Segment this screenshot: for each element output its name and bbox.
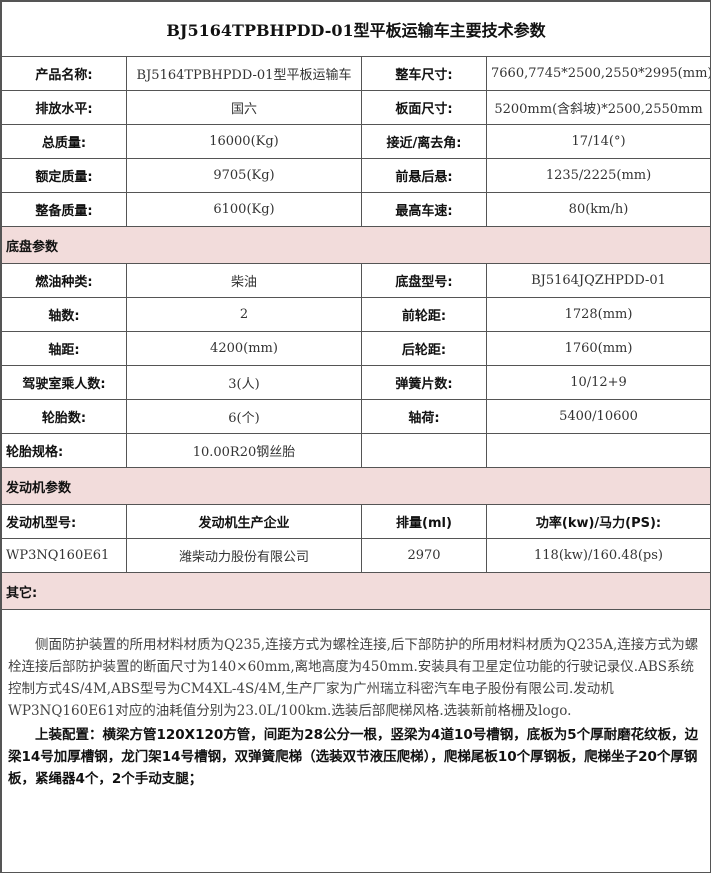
field-value: 17/14(°): [485, 124, 710, 159]
field-label: 弹簧片数:: [361, 365, 487, 400]
table-row: 燃油种类: 柴油 底盘型号: BJ5164JQZHPDD-01: [1, 263, 710, 298]
field-value: 柴油: [126, 263, 362, 298]
table-row: 整备质量: 6100(Kg) 最高车速: 80(km/h): [1, 192, 710, 227]
field-label: 产品名称:: [1, 56, 127, 91]
engine-value: 潍柴动力股份有限公司: [126, 538, 362, 573]
column-header: 发动机生产企业: [126, 504, 362, 539]
config-text: 上装配置：横梁方管120X120方管，间距为28公分一根，竖梁为4道10号槽钢，…: [8, 727, 699, 787]
empty-cell: [361, 433, 487, 468]
field-value: 1760(mm): [485, 331, 710, 366]
field-value: 6100(Kg): [126, 192, 362, 227]
column-header: 功率(kw)/马力(PS):: [485, 504, 710, 539]
engine-value: WP3NQ160E61: [1, 538, 127, 573]
notes-text: 侧面防护装置的所用材料材质为Q235,连接方式为螺栓连接,后下部防护的所用材料材…: [8, 637, 699, 719]
field-label: 轴数:: [1, 297, 127, 332]
section-chassis: 底盘参数: [1, 226, 710, 264]
field-value: 5400/10600: [485, 399, 710, 434]
field-label: 排放水平:: [1, 90, 127, 125]
table-row: 总质量: 16000(Kg) 接近/离去角: 17/14(°): [1, 124, 710, 159]
field-value: 3(人): [126, 365, 362, 400]
field-label: 总质量:: [1, 124, 127, 159]
field-value: 16000(Kg): [126, 124, 362, 159]
field-label: 额定质量:: [1, 158, 127, 193]
engine-value: 118(kw)/160.48(ps): [485, 538, 710, 573]
field-label: 整备质量:: [1, 192, 127, 227]
field-label: 燃油种类:: [1, 263, 127, 298]
field-label: 前轮距:: [361, 297, 487, 332]
field-value: 6(个): [126, 399, 362, 434]
field-label: 轮胎规格:: [1, 433, 127, 468]
table-row: 驾驶室乘人数: 3(人) 弹簧片数: 10/12+9: [1, 365, 710, 400]
field-label: 底盘型号:: [361, 263, 487, 298]
field-label: 整车尺寸:: [361, 56, 487, 91]
table-row: 轴数: 2 前轮距: 1728(mm): [1, 297, 710, 332]
field-value: 2: [126, 297, 362, 332]
field-label: 驾驶室乘人数:: [1, 365, 127, 400]
field-value: 10.00R20钢丝胎: [126, 433, 362, 468]
field-value: 1235/2225(mm): [485, 158, 710, 193]
field-value: 80(km/h): [485, 192, 710, 227]
field-label: 接近/离去角:: [361, 124, 487, 159]
engine-value: 2970: [361, 538, 487, 573]
field-value: BJ5164TPBHPDD-01型平板运输车: [126, 56, 362, 91]
field-value: 国六: [126, 90, 362, 125]
table-row: 额定质量: 9705(Kg) 前悬后悬: 1235/2225(mm): [1, 158, 710, 193]
field-label: 后轮距:: [361, 331, 487, 366]
field-value: 10/12+9: [485, 365, 710, 400]
notes-cell: 侧面防护装置的所用材料材质为Q235,连接方式为螺栓连接,后下部防护的所用材料材…: [1, 609, 710, 872]
field-value: BJ5164JQZHPDD-01: [485, 263, 710, 298]
table-row: 轮胎数: 6(个) 轴荷: 5400/10600: [1, 399, 710, 434]
page-title: BJ5164TPBHPDD-01型平板运输车主要技术参数: [1, 1, 710, 57]
field-value: 9705(Kg): [126, 158, 362, 193]
table-row: 轴距: 4200(mm) 后轮距: 1760(mm): [1, 331, 710, 366]
field-label: 轴距:: [1, 331, 127, 366]
field-label: 前悬后悬:: [361, 158, 487, 193]
field-label: 板面尺寸:: [361, 90, 487, 125]
table-row: 排放水平: 国六 板面尺寸: 5200mm(含斜坡)*2500,2550mm: [1, 90, 710, 125]
column-header: 发动机型号:: [1, 504, 127, 539]
field-value: 1728(mm): [485, 297, 710, 332]
section-other: 其它:: [1, 572, 710, 610]
column-header: 排量(ml): [361, 504, 487, 539]
table-row: 产品名称: BJ5164TPBHPDD-01型平板运输车 整车尺寸: 7660,774…: [1, 56, 710, 91]
field-value: 4200(mm): [126, 331, 362, 366]
field-label: 最高车速:: [361, 192, 487, 227]
field-label: 轴荷:: [361, 399, 487, 434]
field-value: 7660,7745*2500,2550*2995(mm): [485, 56, 710, 91]
field-value: 5200mm(含斜坡)*2500,2550mm: [485, 90, 710, 125]
empty-cell: [485, 433, 710, 468]
section-engine: 发动机参数: [1, 467, 710, 505]
field-label: 轮胎数:: [1, 399, 127, 434]
